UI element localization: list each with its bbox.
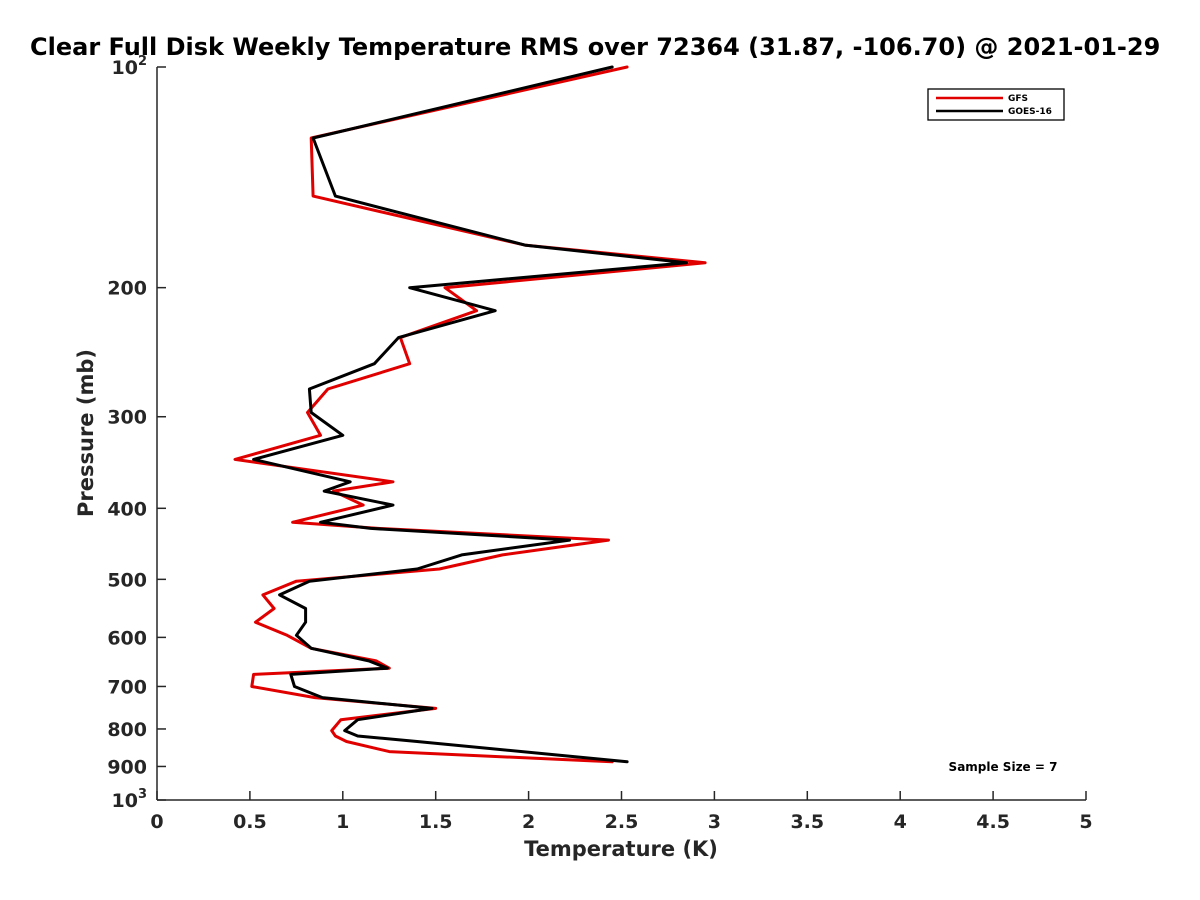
axes: [156, 67, 1086, 801]
y-tick-label: 600: [107, 627, 147, 649]
y-tick-label: 800: [107, 719, 147, 741]
y-tick-label: 300: [107, 407, 147, 429]
x-tick-label: 0: [150, 811, 163, 833]
y-axis-label: Pressure (mb): [74, 349, 98, 517]
x-tick-label: 0.5: [233, 811, 267, 833]
x-tick-label: 3.5: [790, 811, 824, 833]
y-tick-label: 500: [107, 569, 147, 591]
x-axis-label: Temperature (K): [524, 837, 718, 861]
y-tick-label: 103: [112, 787, 148, 812]
legend-box: [927, 88, 1065, 121]
x-tick-label: 2: [522, 811, 535, 833]
x-tick-label: 3: [708, 811, 721, 833]
y-tick-label: 900: [107, 756, 147, 778]
x-tick-label: 2.5: [605, 811, 639, 833]
legend: GFS GOES-16: [927, 88, 1065, 121]
legend-label-gfs: GFS: [1008, 94, 1028, 104]
y-tick-label: 400: [107, 498, 147, 520]
sample-size-annotation: Sample Size = 7: [949, 760, 1058, 774]
x-tick-label: 4.5: [976, 811, 1010, 833]
x-tick-label: 5: [1079, 811, 1092, 833]
y-axis-ticks: 102 200 300 400 500 600 700 800 900 103: [107, 54, 166, 812]
y-tick-label: 200: [107, 278, 147, 300]
legend-label-goes16: GOES-16: [1008, 107, 1052, 117]
x-tick-label: 1.5: [419, 811, 453, 833]
y-tick-label: 700: [107, 676, 147, 698]
plot-lines: [233, 65, 707, 764]
y-tick-label: 102: [112, 54, 148, 79]
x-tick-label: 1: [336, 811, 349, 833]
series-line-goes16: [252, 65, 688, 764]
chart-title: Clear Full Disk Weekly Temperature RMS o…: [30, 33, 1160, 61]
x-axis-ticks: 0 0.5 1 1.5 2 2.5 3 3.5 4 4.5 5: [150, 791, 1093, 833]
x-tick-label: 4: [894, 811, 907, 833]
series-line-gfs: [233, 65, 707, 764]
